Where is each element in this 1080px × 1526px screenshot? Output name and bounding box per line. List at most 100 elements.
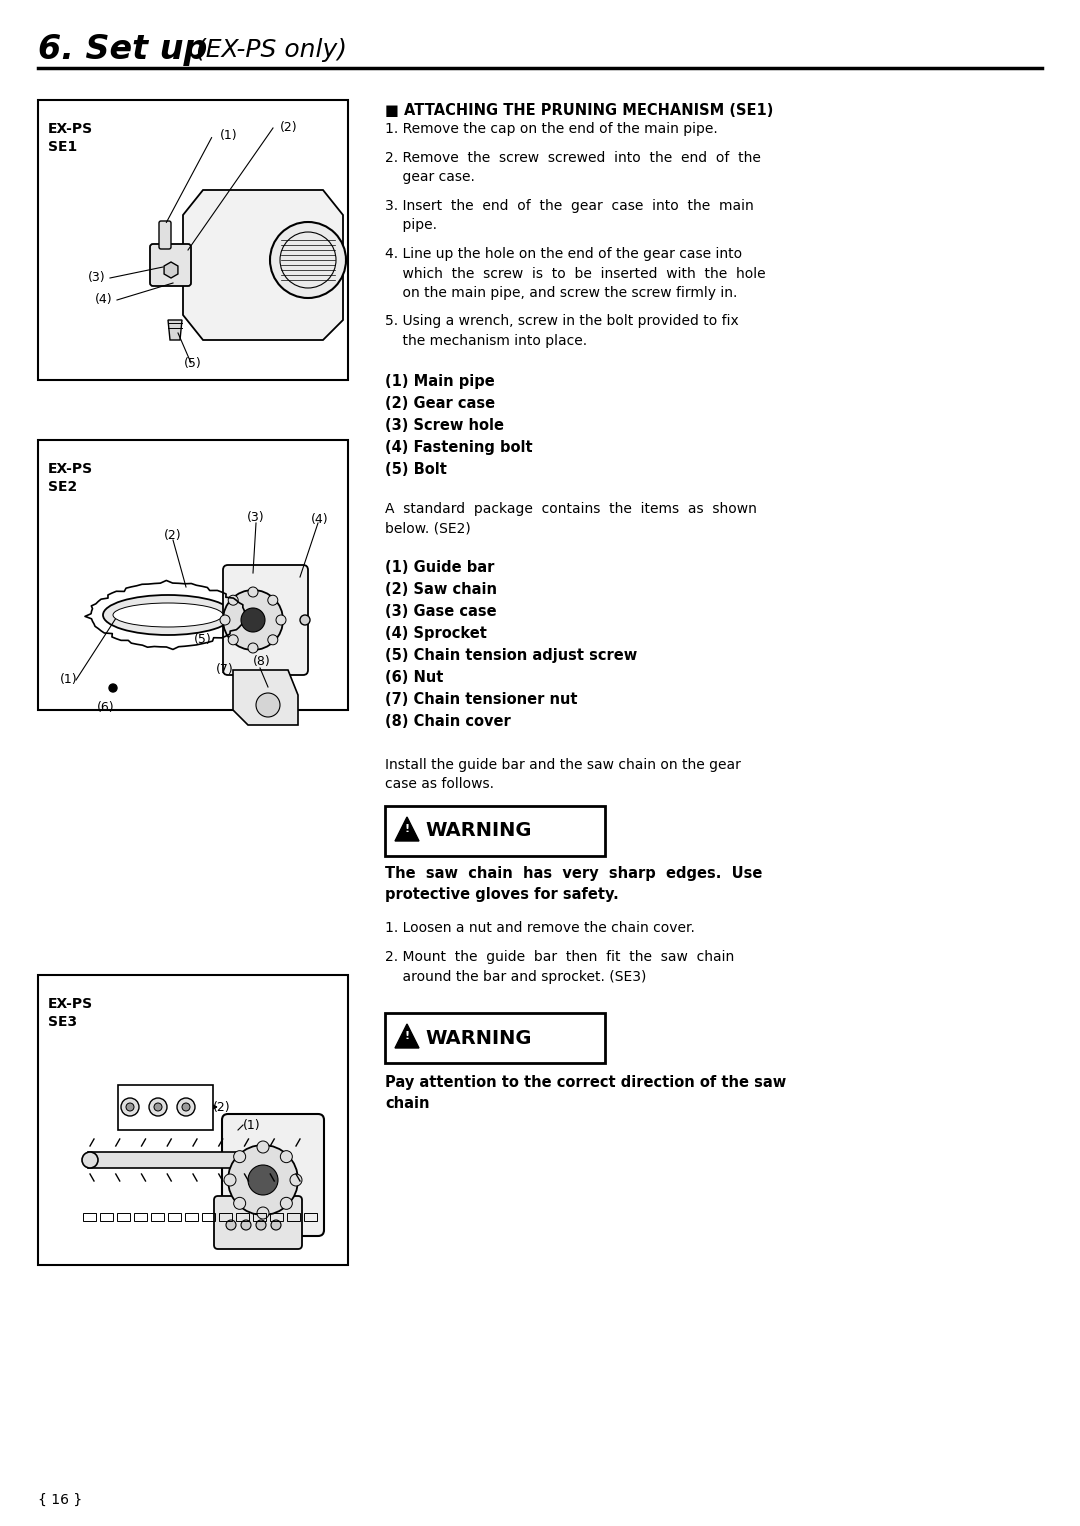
Circle shape (149, 1099, 167, 1116)
Circle shape (233, 1151, 245, 1163)
Bar (38, 101, 348, 380)
Circle shape (256, 693, 280, 717)
Polygon shape (395, 816, 419, 841)
Text: (3): (3) (247, 511, 265, 525)
Text: SE2: SE2 (48, 481, 78, 494)
Text: EX-PS: EX-PS (48, 122, 93, 136)
Circle shape (268, 595, 278, 606)
Circle shape (248, 1164, 278, 1195)
Text: (5): (5) (194, 633, 212, 647)
Text: (4): (4) (311, 514, 328, 526)
Circle shape (177, 1099, 195, 1116)
Text: (1): (1) (60, 673, 78, 687)
Text: (1): (1) (220, 128, 238, 142)
Circle shape (281, 1151, 293, 1163)
Circle shape (268, 635, 278, 645)
Circle shape (228, 595, 239, 606)
FancyBboxPatch shape (222, 565, 308, 674)
Text: SE1: SE1 (48, 140, 78, 154)
Text: (5): (5) (184, 357, 202, 369)
FancyBboxPatch shape (159, 221, 171, 249)
Bar (237, 1213, 249, 1221)
Ellipse shape (103, 595, 233, 635)
Text: 4. Line up the hole on the end of the gear case into
    which  the  screw  is  : 4. Line up the hole on the end of the ge… (384, 247, 766, 301)
Bar (134, 1213, 147, 1221)
Text: (1) Main pipe: (1) Main pipe (384, 374, 495, 389)
Circle shape (233, 1198, 245, 1209)
Text: ■ ATTACHING THE PRUNING MECHANISM (SE1): ■ ATTACHING THE PRUNING MECHANISM (SE1) (384, 102, 773, 118)
Circle shape (183, 1103, 190, 1111)
Text: (EX-PS only): (EX-PS only) (195, 38, 347, 63)
Bar (253, 1213, 266, 1221)
Text: (4) Sprocket: (4) Sprocket (384, 626, 487, 641)
Text: WARNING: WARNING (426, 821, 531, 841)
Circle shape (154, 1103, 162, 1111)
Text: 2. Remove  the  screw  screwed  into  the  end  of  the
    gear case.: 2. Remove the screw screwed into the end… (384, 151, 761, 185)
Text: (3) Screw hole: (3) Screw hole (384, 418, 504, 433)
Text: (5) Bolt: (5) Bolt (384, 462, 447, 478)
Text: 3. Insert  the  end  of  the  gear  case  into  the  main
    pipe.: 3. Insert the end of the gear case into … (384, 198, 754, 232)
Text: SE3: SE3 (48, 1015, 77, 1029)
Text: (8): (8) (253, 656, 271, 668)
Text: (4) Fastening bolt: (4) Fastening bolt (384, 439, 532, 455)
FancyBboxPatch shape (150, 244, 191, 285)
Text: WARNING: WARNING (426, 1029, 531, 1047)
Text: Install the guide bar and the saw chain on the gear
case as follows.: Install the guide bar and the saw chain … (384, 758, 741, 792)
Circle shape (109, 684, 117, 691)
Ellipse shape (113, 603, 222, 627)
Polygon shape (168, 320, 183, 340)
Text: 1. Remove the cap on the end of the main pipe.: 1. Remove the cap on the end of the main… (384, 122, 718, 136)
Circle shape (222, 591, 283, 650)
Circle shape (248, 588, 258, 597)
Text: { 16 }: { 16 } (38, 1492, 82, 1508)
Circle shape (82, 1152, 98, 1167)
Text: (6) Nut: (6) Nut (384, 670, 444, 685)
Bar (303, 1213, 318, 1221)
Text: !: ! (404, 1032, 409, 1041)
Text: The  saw  chain  has  very  sharp  edges.  Use
protective gloves for safety.: The saw chain has very sharp edges. Use … (384, 865, 762, 902)
Text: (2): (2) (164, 528, 181, 542)
FancyBboxPatch shape (222, 1114, 324, 1236)
Bar (202, 1213, 215, 1221)
Polygon shape (183, 191, 343, 340)
Text: (7): (7) (216, 664, 233, 676)
Circle shape (126, 1103, 134, 1111)
Bar (87, 1152, 248, 1167)
Circle shape (241, 1219, 251, 1230)
Circle shape (228, 1144, 298, 1215)
Text: EX-PS: EX-PS (48, 462, 93, 476)
Bar (185, 1213, 198, 1221)
Circle shape (248, 642, 258, 653)
Bar (151, 1213, 164, 1221)
Circle shape (291, 1173, 302, 1186)
Text: EX-PS: EX-PS (48, 996, 93, 1012)
Polygon shape (233, 670, 298, 725)
Bar (270, 1213, 283, 1221)
Text: (1): (1) (243, 1119, 260, 1131)
Text: 2. Mount  the  guide  bar  then  fit  the  saw  chain
    around the bar and spr: 2. Mount the guide bar then fit the saw … (384, 951, 734, 983)
Bar (117, 1213, 130, 1221)
Circle shape (241, 607, 265, 632)
FancyBboxPatch shape (214, 1196, 302, 1248)
Circle shape (271, 1219, 281, 1230)
Bar (100, 1213, 113, 1221)
Text: (2): (2) (280, 122, 298, 134)
Text: (2) Gear case: (2) Gear case (384, 397, 495, 410)
Text: 1. Loosen a nut and remove the chain cover.: 1. Loosen a nut and remove the chain cov… (384, 922, 694, 935)
Bar (38, 975, 348, 1265)
Circle shape (121, 1099, 139, 1116)
Text: (2): (2) (213, 1100, 231, 1114)
Text: 5. Using a wrench, screw in the bolt provided to fix
    the mechanism into plac: 5. Using a wrench, screw in the bolt pro… (384, 314, 739, 348)
Text: (2) Saw chain: (2) Saw chain (384, 581, 497, 597)
Text: (3): (3) (87, 272, 106, 284)
Circle shape (257, 1141, 269, 1154)
Text: (6): (6) (97, 702, 114, 714)
Bar (38, 439, 348, 710)
Text: Pay attention to the correct direction of the saw
chain: Pay attention to the correct direction o… (384, 1074, 786, 1111)
Bar (219, 1213, 232, 1221)
Circle shape (281, 1198, 293, 1209)
Text: (1) Guide bar: (1) Guide bar (384, 560, 495, 575)
Circle shape (276, 615, 286, 626)
Bar (83, 1213, 96, 1221)
Circle shape (228, 635, 239, 645)
